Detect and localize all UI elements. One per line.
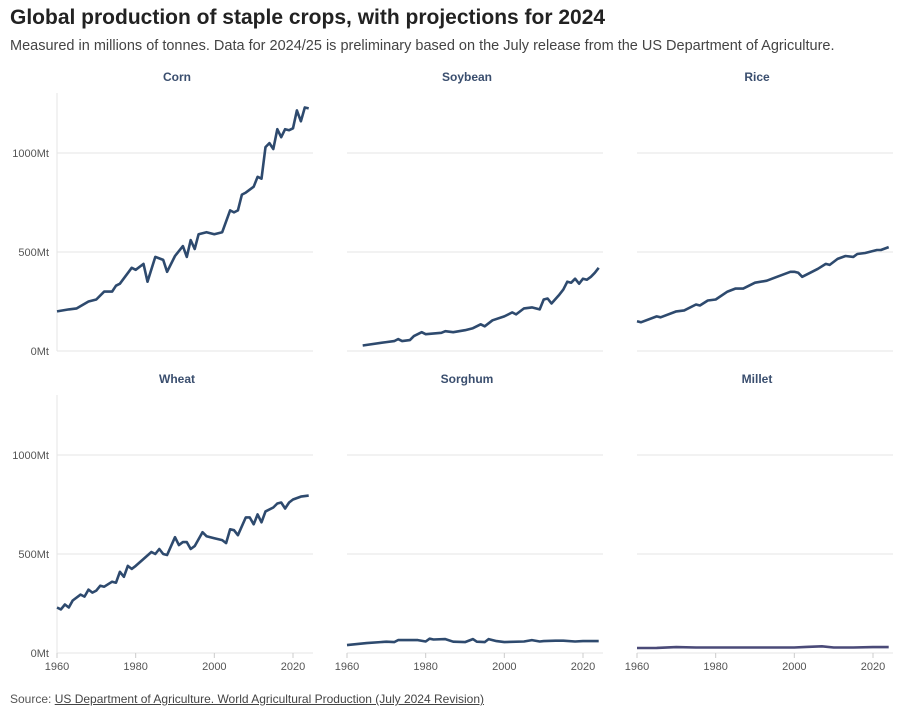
panel-corn: 0Mt 500Mt 1000Mt Corn — [12, 70, 313, 358]
y-tick-label: 1000Mt — [12, 148, 49, 160]
x-tick-label: 1980 — [703, 661, 727, 673]
x-tick-label: 1980 — [123, 661, 147, 673]
panel-rice: Rice — [636, 70, 893, 352]
source-note: Source: US Department of Agriculture. Wo… — [10, 692, 484, 706]
series-line-millet — [636, 645, 889, 650]
x-tick-label: 1980 — [413, 661, 437, 673]
panel-wheat: 0Mt 500Mt 1000Mt Wheat 1960 1980 2000 2020 — [12, 372, 313, 673]
y-tick-label: 0Mt — [31, 346, 49, 358]
series-line-sorghum — [346, 637, 599, 647]
x-tick-label: 1960 — [625, 661, 649, 673]
panel-title: Sorghum — [441, 372, 494, 386]
y-tick-label: 1000Mt — [12, 450, 49, 462]
series-line-wheat — [56, 494, 309, 611]
panel-soybean: Soybean — [347, 70, 603, 352]
source-label: Source: — [10, 692, 52, 706]
y-tick-label: 500Mt — [18, 549, 49, 561]
y-tick-label: 500Mt — [18, 247, 49, 259]
source-link[interactable]: US Department of Agriculture. World Agri… — [54, 692, 485, 706]
chart-subtitle: Measured in millions of tonnes. Data for… — [10, 38, 835, 54]
panel-title: Rice — [744, 70, 770, 84]
x-tick-label: 1960 — [335, 661, 359, 673]
x-tick-label: 2000 — [782, 661, 806, 673]
x-tick-label: 2020 — [571, 661, 595, 673]
panel-millet: Millet 1960 1980 2000 2020 — [625, 372, 893, 673]
panel-title: Millet — [742, 372, 773, 386]
panel-title: Soybean — [442, 70, 492, 84]
series-line-rice — [636, 245, 890, 324]
x-tick-label: 2000 — [492, 661, 516, 673]
series-line-corn — [56, 106, 309, 313]
x-tick-label: 1960 — [45, 661, 69, 673]
chart-title: Global production of staple crops, with … — [10, 6, 606, 29]
x-tick-label: 2020 — [861, 661, 885, 673]
panel-title: Corn — [163, 70, 191, 84]
x-tick-label: 2000 — [202, 661, 226, 673]
x-tick-label: 2020 — [281, 661, 305, 673]
y-tick-label: 0Mt — [31, 648, 49, 660]
panel-sorghum: Sorghum 1960 1980 2000 2020 — [335, 372, 603, 673]
panel-title: Wheat — [159, 372, 195, 386]
series-line-soybean — [362, 267, 600, 347]
